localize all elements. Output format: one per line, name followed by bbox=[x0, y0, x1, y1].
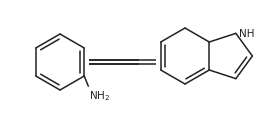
Text: NH$_2$: NH$_2$ bbox=[89, 88, 110, 102]
Text: NH: NH bbox=[239, 29, 254, 39]
